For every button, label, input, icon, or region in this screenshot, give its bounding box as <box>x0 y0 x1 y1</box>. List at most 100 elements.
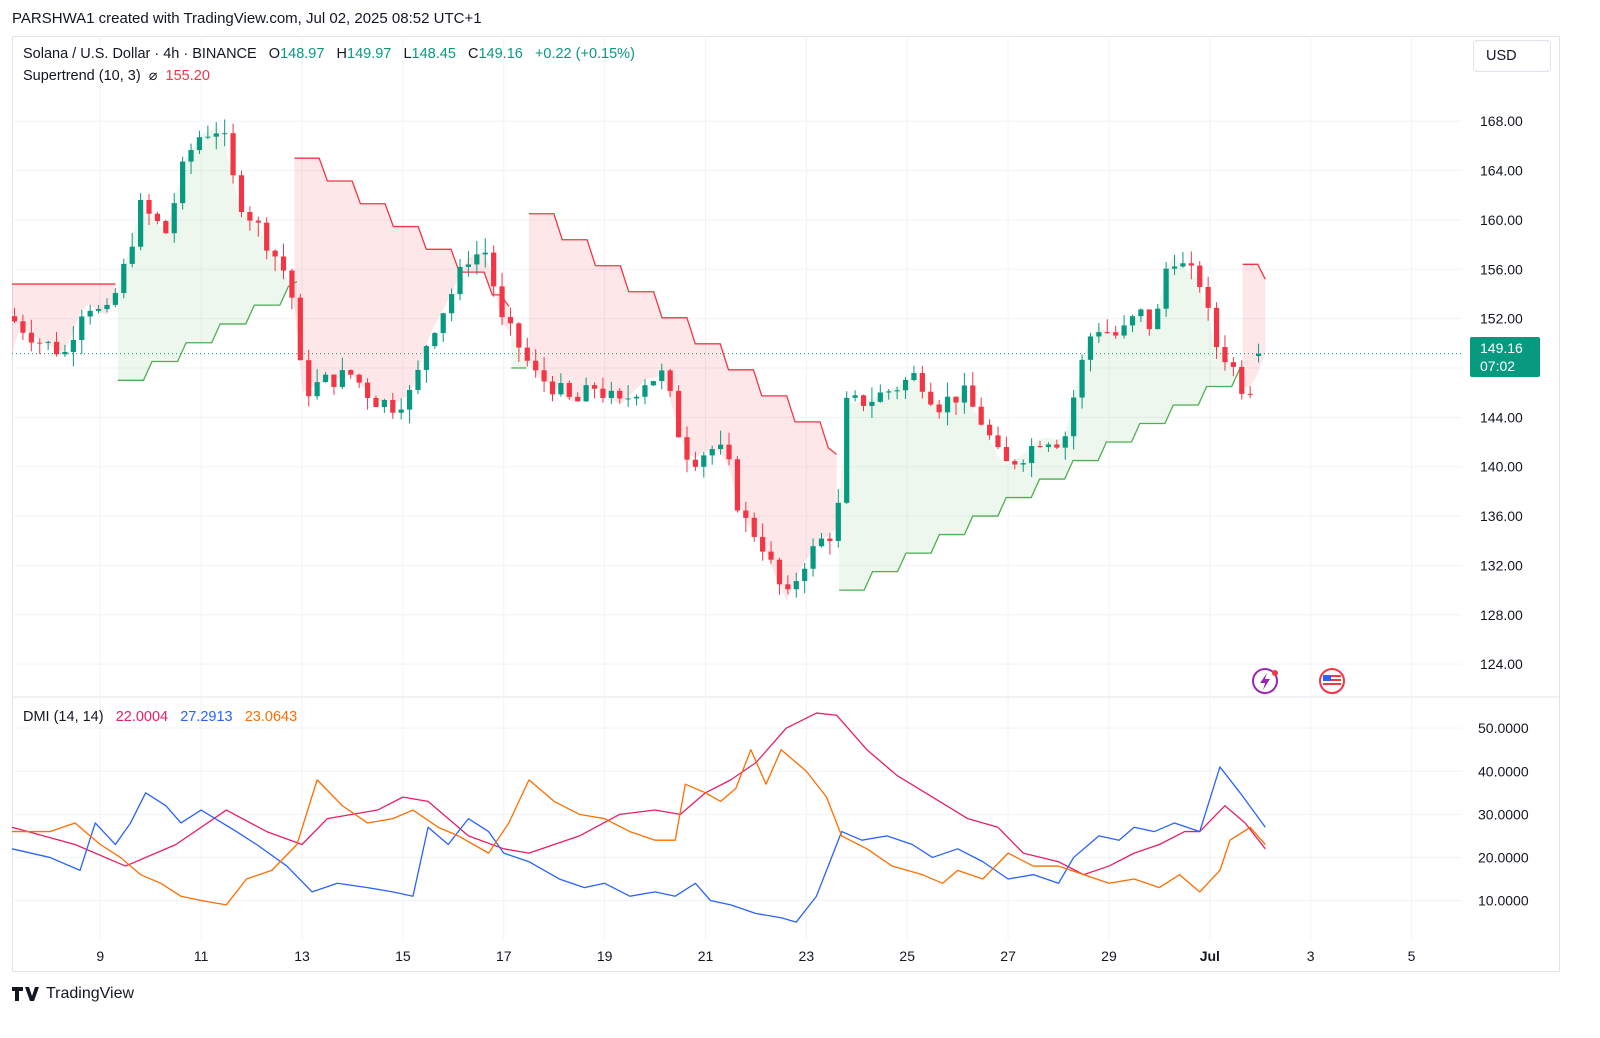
supertrend-legend[interactable]: Supertrend (10, 3) ⌀ 155.20 <box>23 68 210 84</box>
candle[interactable] <box>617 388 623 404</box>
candle[interactable] <box>667 368 673 397</box>
candle[interactable] <box>163 219 169 234</box>
candle[interactable] <box>944 382 951 426</box>
candle[interactable] <box>1180 251 1186 268</box>
candle[interactable] <box>953 396 959 415</box>
candle[interactable] <box>1012 459 1018 470</box>
candle[interactable] <box>1062 431 1068 460</box>
candle[interactable] <box>213 122 219 150</box>
candle[interactable] <box>1222 335 1228 371</box>
candle[interactable] <box>87 304 93 325</box>
candle[interactable] <box>1029 438 1035 478</box>
dmi-legend[interactable]: DMI (14, 14) 22.0004 27.2913 23.0643 <box>23 709 297 725</box>
candle[interactable] <box>280 243 287 280</box>
candle[interactable] <box>558 373 564 397</box>
candle[interactable] <box>1096 322 1102 343</box>
candle[interactable] <box>1113 325 1119 339</box>
candle[interactable] <box>247 206 253 231</box>
candle[interactable] <box>1054 439 1060 450</box>
candle[interactable] <box>138 193 144 251</box>
candle[interactable] <box>549 375 556 402</box>
candle[interactable] <box>701 451 707 478</box>
candle[interactable] <box>491 245 497 297</box>
candle[interactable] <box>482 238 488 268</box>
candle[interactable] <box>398 398 404 420</box>
candle[interactable] <box>507 307 514 336</box>
candle[interactable] <box>306 349 312 407</box>
lightning-event-icon[interactable] <box>1252 668 1278 694</box>
candle[interactable] <box>1155 303 1161 330</box>
candle[interactable] <box>423 344 430 383</box>
candle[interactable] <box>802 562 808 594</box>
candle[interactable] <box>37 338 43 355</box>
candle[interactable] <box>659 363 665 390</box>
candle[interactable] <box>180 156 186 210</box>
candle[interactable] <box>1045 442 1052 452</box>
candle[interactable] <box>524 337 530 367</box>
candle[interactable] <box>995 426 1001 450</box>
candle[interactable] <box>709 445 715 465</box>
candle[interactable] <box>986 419 993 440</box>
candle[interactable] <box>196 130 203 154</box>
candle[interactable] <box>154 211 161 225</box>
candle[interactable] <box>222 119 228 147</box>
candle[interactable] <box>608 381 614 404</box>
candle[interactable] <box>289 268 295 310</box>
candle[interactable] <box>1197 261 1203 293</box>
candle[interactable] <box>62 344 68 357</box>
candle[interactable] <box>432 332 438 349</box>
candle[interactable] <box>718 430 724 455</box>
candle[interactable] <box>844 391 850 505</box>
candle[interactable] <box>793 572 799 598</box>
candle[interactable] <box>1079 354 1085 409</box>
candle[interactable] <box>642 379 648 405</box>
candle[interactable] <box>533 349 539 378</box>
candle[interactable] <box>869 387 875 419</box>
candle[interactable] <box>1255 343 1262 363</box>
candle[interactable] <box>692 451 698 471</box>
candle[interactable] <box>1129 314 1136 333</box>
candle[interactable] <box>1037 440 1043 449</box>
candle[interactable] <box>1239 360 1245 400</box>
candle[interactable] <box>928 382 934 406</box>
candle[interactable] <box>1163 262 1169 317</box>
candle[interactable] <box>20 314 26 341</box>
candle[interactable] <box>499 272 505 326</box>
candle[interactable] <box>541 357 547 393</box>
candle[interactable] <box>575 392 581 402</box>
candle[interactable] <box>1146 309 1152 336</box>
candle[interactable] <box>112 288 118 308</box>
candle[interactable] <box>297 293 303 361</box>
candle[interactable] <box>1071 389 1077 450</box>
symbol-label[interactable]: Solana / U.S. Dollar · 4h · BINANCE <box>23 46 257 62</box>
candle[interactable] <box>188 143 194 174</box>
candle[interactable] <box>583 377 589 402</box>
candle[interactable] <box>1104 319 1110 334</box>
candle[interactable] <box>877 384 883 403</box>
candle[interactable] <box>331 374 337 395</box>
candle[interactable] <box>818 532 825 548</box>
candle[interactable] <box>961 372 967 414</box>
candle[interactable] <box>835 489 841 548</box>
candle[interactable] <box>171 193 177 243</box>
candle[interactable] <box>339 357 345 390</box>
candle[interactable] <box>449 288 455 322</box>
candle[interactable] <box>28 319 34 352</box>
candle[interactable] <box>650 380 656 387</box>
candle[interactable] <box>70 326 76 367</box>
candle[interactable] <box>95 304 102 314</box>
candle[interactable] <box>810 538 816 577</box>
candle[interactable] <box>457 259 463 301</box>
candle[interactable] <box>1121 315 1127 339</box>
candle[interactable] <box>1003 436 1010 462</box>
candle[interactable] <box>1171 254 1178 275</box>
candle[interactable] <box>238 170 245 218</box>
candle[interactable] <box>785 575 791 595</box>
candle[interactable] <box>1247 386 1253 399</box>
candle[interactable] <box>53 331 60 357</box>
candle[interactable] <box>79 309 85 355</box>
candle[interactable] <box>356 373 362 388</box>
candle[interactable] <box>633 394 640 406</box>
candle[interactable] <box>348 369 354 379</box>
